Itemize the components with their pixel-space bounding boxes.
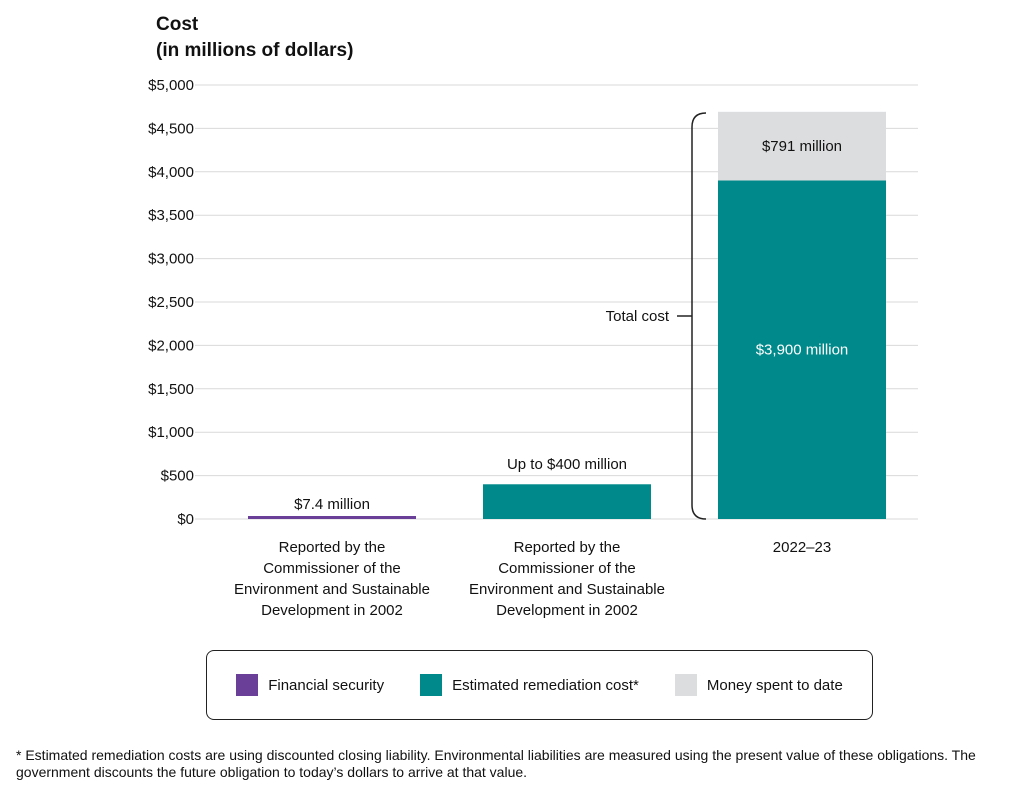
legend-item-estimated-remediation: Estimated remediation cost*	[420, 674, 639, 696]
total-cost-annotation: Total cost	[606, 308, 670, 325]
x-category-label: Reported by the	[279, 539, 386, 556]
legend-label: Financial security	[268, 676, 385, 694]
bar-estimated-remediation-cost	[718, 180, 886, 520]
data-label: $791 million	[762, 138, 842, 155]
x-category-label: Environment and Sustainable	[469, 581, 665, 598]
legend-label: Estimated remediation cost*	[452, 676, 639, 694]
x-category-label: Commissioner of the	[498, 560, 636, 577]
y-tick-label: $2,500	[148, 294, 194, 311]
y-tick-label: $4,500	[148, 120, 194, 137]
legend-swatch	[236, 674, 259, 696]
chart-title: Cost	[156, 14, 199, 35]
bar-financial-security	[248, 516, 416, 519]
legend-swatch	[674, 674, 697, 696]
data-label: $3,900 million	[756, 342, 849, 359]
y-tick-label: $3,500	[148, 207, 194, 224]
x-category-label: Commissioner of the	[263, 560, 401, 577]
legend-swatch	[420, 674, 443, 696]
y-tick-label: $500	[161, 468, 194, 485]
y-tick-label: $1,500	[148, 381, 194, 398]
total-cost-bracket	[691, 112, 707, 520]
y-tick-label: $0	[177, 511, 194, 528]
y-tick-label: $2,000	[148, 337, 194, 354]
bar-money-spent-to-date	[718, 111, 886, 181]
chart-subtitle: (in millions of dollars)	[156, 40, 353, 61]
y-tick-label: $5,000	[148, 77, 194, 94]
bar-chart: Cost (in millions of dollars) $0 $500 $1,0…	[148, 14, 918, 619]
bar-estimated-remediation-cost	[483, 484, 651, 519]
y-tick-label: $4,000	[148, 164, 194, 181]
x-category-label: Reported by the	[514, 539, 621, 556]
legend-label: Money spent to date	[706, 676, 843, 694]
data-label: $7.4 million	[294, 496, 370, 513]
data-label: Up to $400 million	[507, 456, 627, 473]
x-category-label: Environment and Sustainable	[234, 581, 430, 598]
y-tick-label: $3,000	[148, 251, 194, 268]
x-category-label: 2022–23	[773, 539, 831, 556]
x-category-label: Development in 2002	[261, 602, 403, 619]
x-category-label: Development in 2002	[496, 602, 638, 619]
legend: Financial security Estimated remediation…	[206, 650, 873, 720]
legend-item-financial-security: Financial security	[236, 674, 384, 696]
footnote: * Estimated remediation costs are using …	[16, 747, 976, 780]
legend-item-money-spent: Money spent to date	[674, 674, 843, 696]
y-tick-label: $1,000	[148, 424, 194, 441]
